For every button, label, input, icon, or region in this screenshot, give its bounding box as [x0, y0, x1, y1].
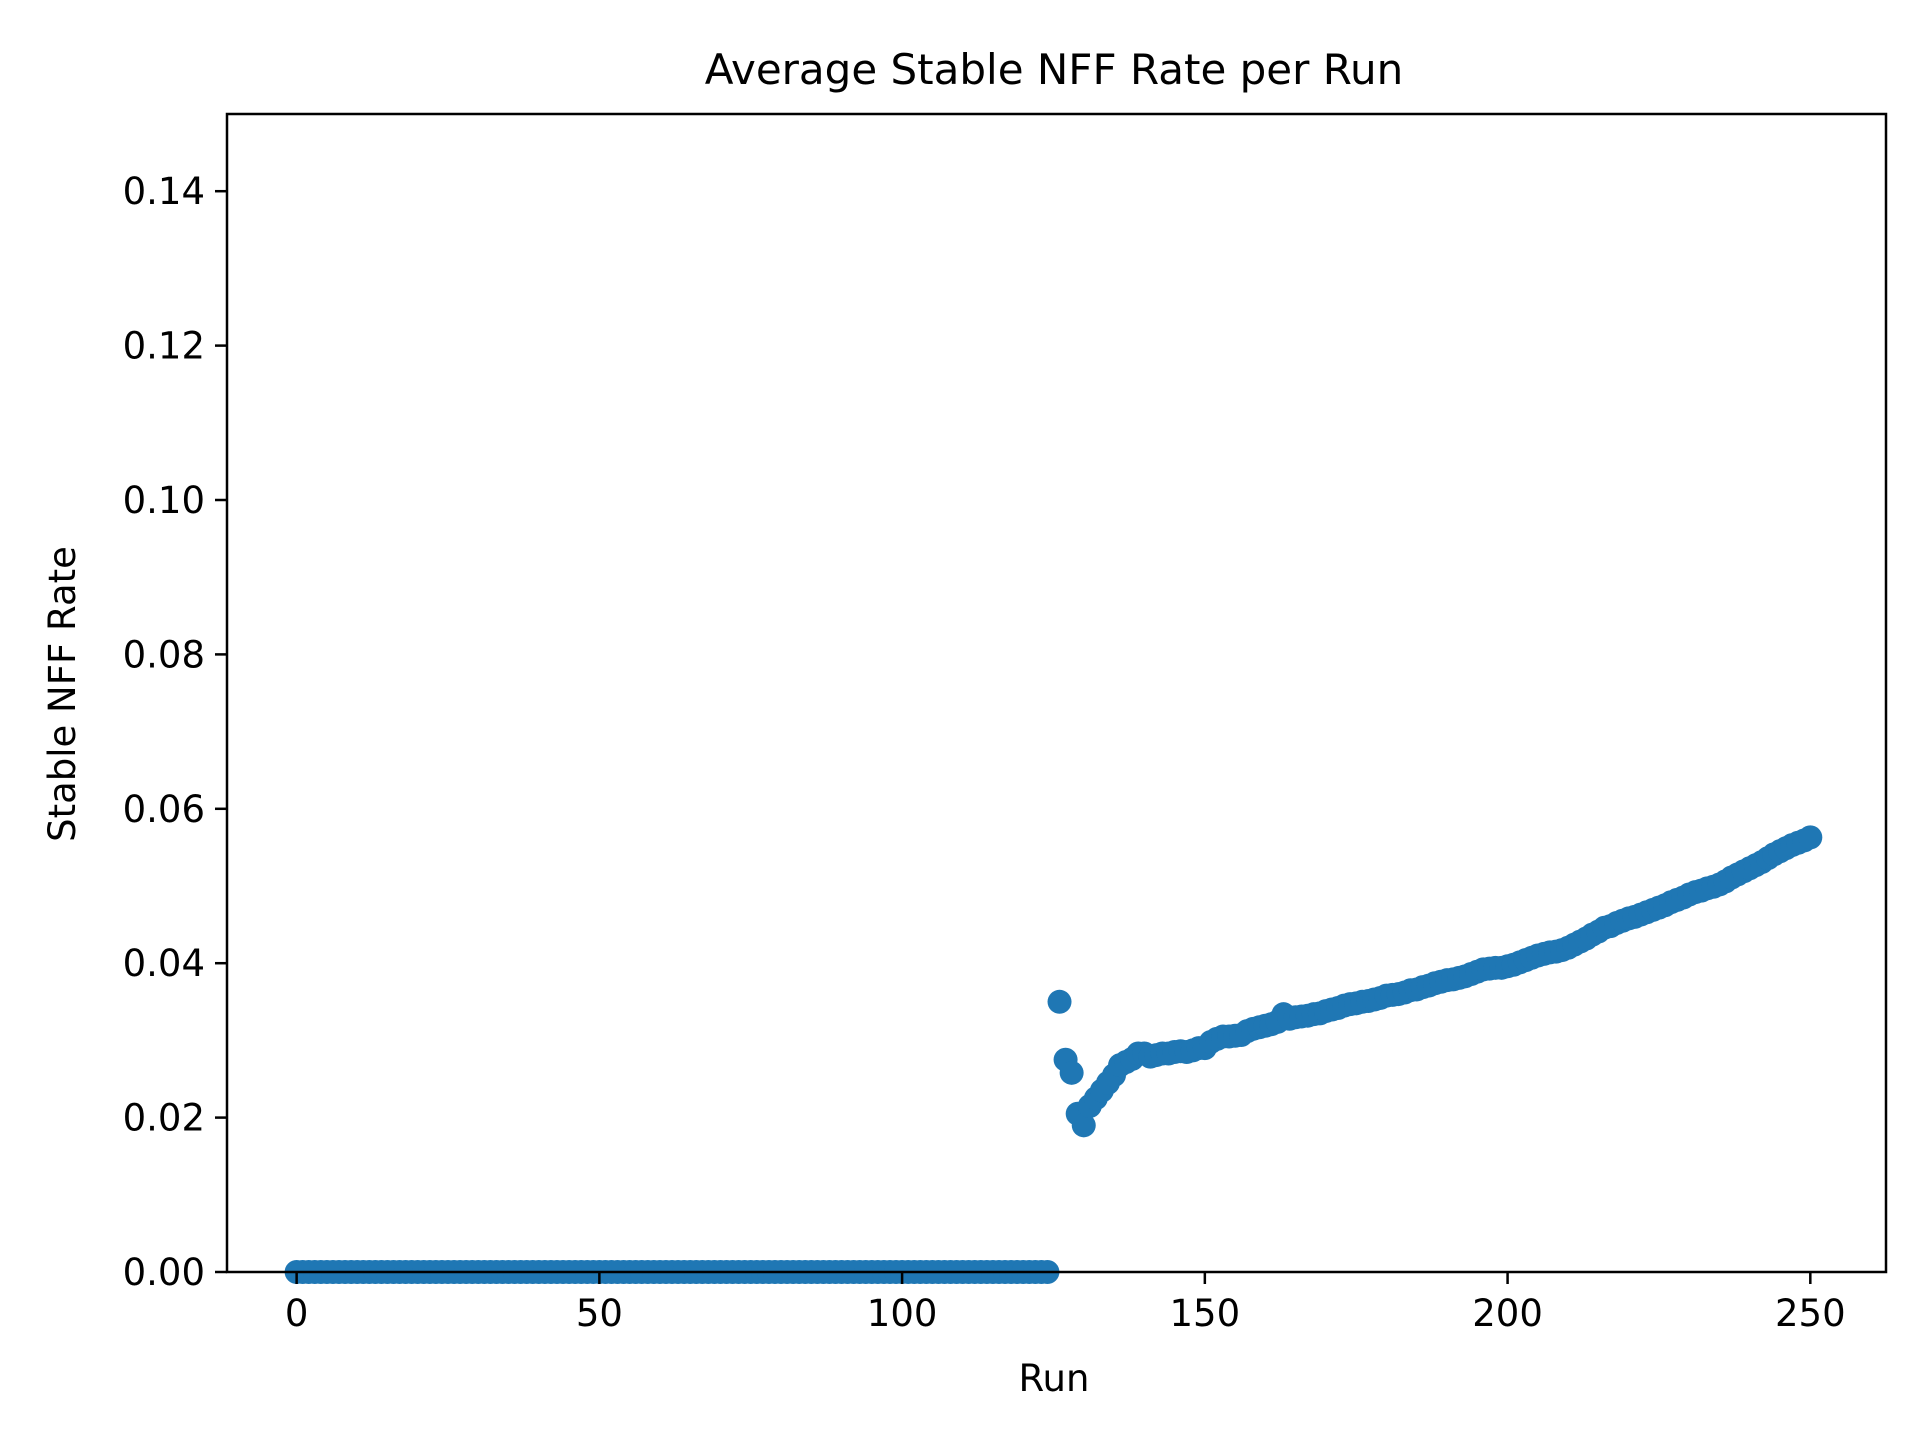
y-tick-label: 0.04 [123, 942, 205, 985]
y-tick-label: 0.14 [123, 170, 205, 213]
x-tick-label: 0 [285, 1292, 309, 1335]
y-axis-label: Stable NFF Rate [41, 546, 84, 842]
y-tick-label: 0.02 [123, 1097, 205, 1140]
y-tick-label: 0.06 [123, 788, 205, 831]
y-tick-label: 0.00 [123, 1251, 205, 1294]
y-tick-label: 0.12 [123, 325, 205, 368]
x-tick-label: 200 [1472, 1292, 1543, 1335]
x-tick-label: 100 [867, 1292, 938, 1335]
data-markers [284, 825, 1823, 1284]
chart-title: Average Stable NFF Rate per Run [705, 45, 1404, 94]
plot-frame [225, 112, 1888, 1274]
x-tick-label: 50 [576, 1292, 623, 1335]
data-point [1059, 1060, 1084, 1085]
data-point [1071, 1113, 1096, 1138]
y-axis: 0.00 0.02 0.04 0.06 0.08 0.10 0.12 0.14 [123, 170, 227, 1294]
y-tick-label: 0.08 [123, 633, 205, 676]
x-axis: 0 50 100 150 200 250 [285, 1272, 1846, 1335]
x-tick-label: 250 [1775, 1292, 1846, 1335]
data-point [1047, 989, 1072, 1014]
y-tick-label: 0.10 [123, 479, 205, 522]
x-tick-label: 150 [1170, 1292, 1241, 1335]
x-axis-label: Run [1019, 1357, 1090, 1400]
data-point [1798, 825, 1823, 850]
